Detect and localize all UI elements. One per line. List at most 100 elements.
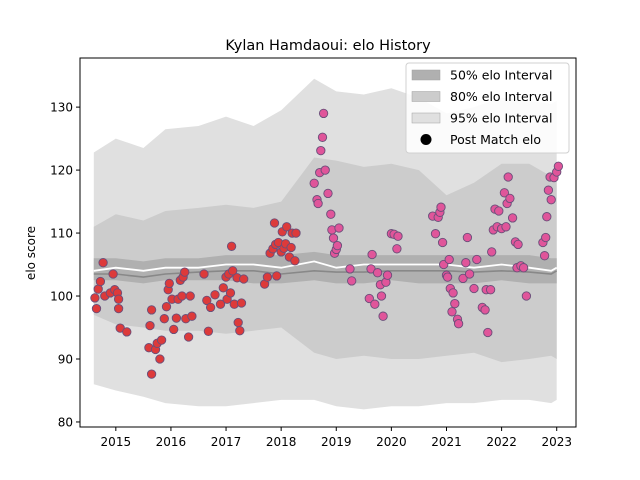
data-point <box>146 305 157 315</box>
data-point <box>272 271 282 281</box>
data-point <box>91 303 102 314</box>
data-point <box>323 188 333 199</box>
data-point <box>93 284 103 294</box>
data-point <box>461 258 471 268</box>
data-point <box>328 233 339 243</box>
data-point <box>370 299 380 309</box>
data-point <box>225 288 236 298</box>
data-point <box>450 298 460 309</box>
data-point <box>392 244 402 254</box>
data-point <box>480 305 490 315</box>
data-point <box>239 274 249 284</box>
data-point <box>90 293 100 303</box>
data-point <box>210 290 220 300</box>
data-point <box>469 283 479 294</box>
data-point <box>505 193 515 204</box>
data-point <box>98 258 108 268</box>
data-point <box>291 228 301 238</box>
legend-entry-label: 80% elo Interval <box>450 89 552 104</box>
legend-entry-label: 50% elo Interval <box>450 68 552 83</box>
x-tick-label: 2019 <box>321 435 352 449</box>
data-point <box>483 327 493 338</box>
y-tick-label: 110 <box>50 227 73 241</box>
data-point <box>177 291 187 301</box>
data-point <box>436 202 446 212</box>
data-point <box>215 299 226 309</box>
data-point <box>393 231 403 241</box>
data-point <box>364 293 374 304</box>
data-point <box>332 240 343 251</box>
legend: 50% elo Interval 80% elo Interval 95% elo … <box>405 62 570 154</box>
data-point <box>447 307 457 317</box>
median-line <box>93 269 558 278</box>
data-point <box>233 317 243 328</box>
data-point <box>499 188 510 198</box>
legend-swatch-80 <box>411 91 441 102</box>
data-point <box>122 327 132 337</box>
legend-swatch-point <box>420 134 432 145</box>
data-point <box>235 326 245 336</box>
legend-swatch-95 <box>411 112 441 124</box>
y-axis-label: elo score <box>24 226 38 280</box>
data-point <box>199 269 209 279</box>
data-point <box>156 335 167 345</box>
chart-title: Kylan Hamdaoui: elo History <box>225 38 431 54</box>
x-tick-label: 2021 <box>431 435 462 449</box>
data-point <box>382 270 393 280</box>
data-point <box>487 247 497 257</box>
x-tick-label: 2015 <box>101 435 132 449</box>
x-tick-label: 2022 <box>486 435 517 449</box>
data-point <box>345 264 355 274</box>
data-point <box>494 206 504 216</box>
data-point <box>347 276 357 286</box>
data-point <box>282 222 292 232</box>
data-point <box>553 161 564 171</box>
data-point <box>518 263 529 273</box>
legend-entry-label: 95% elo Interval <box>450 111 552 126</box>
legend-entry-label: Post Match elo <box>450 132 541 147</box>
data-point <box>202 295 212 306</box>
data-point <box>513 239 523 250</box>
data-point <box>169 324 179 335</box>
data-point <box>203 326 214 336</box>
data-point <box>316 145 326 156</box>
data-point <box>317 132 328 142</box>
data-point <box>180 267 190 277</box>
data-point <box>183 332 194 342</box>
data-point <box>108 269 118 279</box>
x-tick-label: 2016 <box>156 435 187 449</box>
data-point <box>372 268 383 278</box>
data-point <box>546 195 556 205</box>
data-point <box>444 254 454 265</box>
data-point <box>236 298 247 308</box>
data-point <box>541 232 551 243</box>
data-point <box>453 319 464 329</box>
data-point <box>313 198 323 209</box>
data-point <box>376 291 387 301</box>
x-tick-label: 2018 <box>266 435 297 449</box>
axes: 2015 2016 2017 2018 2019 2020 2021 2022 2023 80 90… <box>50 57 577 449</box>
data-point <box>378 311 388 321</box>
data-point <box>501 222 511 232</box>
data-point <box>448 288 458 298</box>
plot-area <box>90 78 564 410</box>
data-point <box>286 242 296 253</box>
data-point <box>472 254 482 265</box>
data-point <box>507 213 518 223</box>
data-point <box>159 314 169 324</box>
data-point <box>228 266 238 276</box>
data-point <box>367 249 377 260</box>
y-tick-label: 90 <box>58 352 73 366</box>
data-point <box>155 354 165 364</box>
data-point <box>269 218 280 228</box>
data-point <box>543 185 554 195</box>
data-point <box>437 237 448 248</box>
data-point <box>320 165 330 175</box>
data-point <box>430 229 441 239</box>
data-point <box>146 369 157 379</box>
data-point <box>226 241 237 251</box>
data-point <box>458 273 468 284</box>
data-point <box>442 272 453 282</box>
data-point <box>503 172 513 182</box>
data-point <box>464 269 475 279</box>
